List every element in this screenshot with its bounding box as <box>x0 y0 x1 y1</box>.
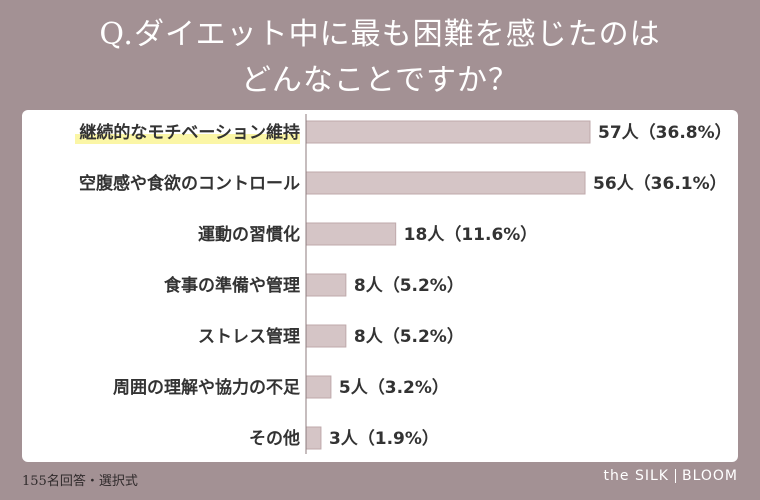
value-label: 8人（5.2%） <box>354 326 464 347</box>
category-label: 周囲の理解や協力の不足 <box>113 377 300 398</box>
category-label: その他 <box>249 428 300 449</box>
title-line-1: Q.ダイエット中に最も困難を感じたのは <box>99 17 661 52</box>
category-label: 運動の習慣化 <box>198 224 300 245</box>
value-label: 8人（5.2%） <box>354 275 464 296</box>
bar <box>305 324 347 348</box>
category-label: 継続的なモチベーション維持 <box>79 122 300 143</box>
chart-title: Q.ダイエット中に最も困難を感じたのは どんなことですか？ <box>0 12 760 104</box>
bar <box>305 222 397 246</box>
bar-chart: 継続的なモチベーション維持 57人（36.8%） 空腹感や食欲のコントロール 56人（… <box>75 114 732 454</box>
value-label: 18人（11.6%） <box>404 224 538 245</box>
bar <box>305 273 347 297</box>
category-label: ストレス管理 <box>198 326 300 347</box>
brand-right: BLOOM <box>681 468 738 484</box>
brand-separator <box>674 469 676 483</box>
respondent-note: 155名回答・選択式 <box>22 474 138 489</box>
title-line-2: どんなことですか？ <box>240 63 520 98</box>
chart-panel: 継続的なモチベーション維持 57人（36.8%） 空腹感や食欲のコントロール 56人（… <box>22 110 738 462</box>
bar <box>305 171 586 195</box>
category-label: 食事の準備や管理 <box>164 275 300 296</box>
value-label: 3人（1.9%） <box>329 428 439 449</box>
category-highlight <box>75 134 300 144</box>
value-label: 56人（36.1%） <box>593 173 727 194</box>
brand-logo: the SILK BLOOM <box>604 468 738 484</box>
brand-left: the SILK <box>603 468 669 484</box>
bar <box>305 426 322 450</box>
category-label: 空腹感や食欲のコントロール <box>79 173 300 194</box>
value-label: 5人（3.2%） <box>339 377 449 398</box>
bar <box>305 120 591 144</box>
bar <box>305 375 332 399</box>
value-label: 57人（36.8%） <box>598 122 732 143</box>
